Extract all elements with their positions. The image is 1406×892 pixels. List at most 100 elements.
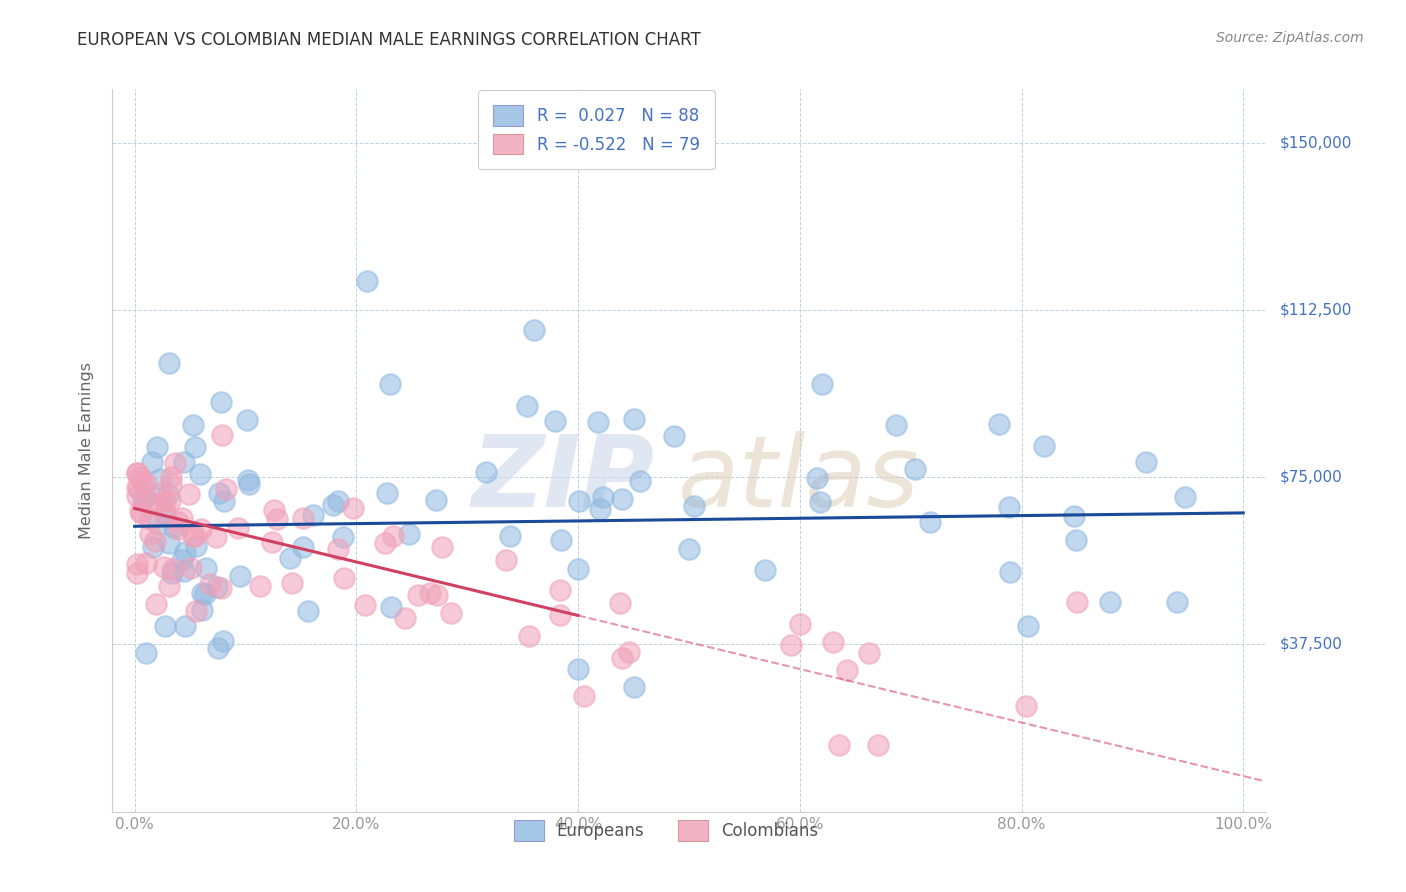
Point: [190, 522, 212, 536]
Point: [149, 472, 172, 486]
Point: [159, 494, 181, 508]
Point: [132, 492, 155, 507]
Point: [208, 486, 231, 500]
Point: [426, 588, 449, 602]
Point: [628, 475, 651, 489]
Point: [249, 579, 271, 593]
Point: [381, 529, 404, 543]
Point: [342, 500, 364, 515]
Point: [548, 582, 571, 597]
Point: [302, 508, 325, 523]
Point: [211, 428, 233, 442]
Point: [138, 527, 160, 541]
Point: [205, 530, 228, 544]
Text: $112,500: $112,500: [1279, 302, 1351, 318]
Point: [174, 618, 197, 632]
Text: ZIP: ZIP: [471, 431, 654, 528]
Point: [157, 356, 180, 370]
Text: $75,000: $75,000: [1279, 470, 1343, 484]
Point: [127, 566, 149, 581]
Point: [135, 646, 157, 660]
Point: [567, 662, 589, 676]
Point: [610, 651, 633, 665]
Point: [131, 475, 153, 490]
Y-axis label: Median Male Earnings: Median Male Earnings: [79, 362, 94, 539]
Point: [623, 412, 645, 426]
Point: [858, 646, 880, 660]
Point: [191, 603, 214, 617]
Point: [322, 498, 344, 512]
Point: [145, 497, 167, 511]
Point: [568, 494, 591, 508]
Point: [548, 607, 571, 622]
Point: [297, 604, 319, 618]
Point: [205, 580, 228, 594]
Point: [398, 527, 420, 541]
Point: [143, 533, 166, 548]
Point: [780, 638, 803, 652]
Point: [326, 542, 349, 557]
Point: [610, 491, 633, 506]
Point: [664, 429, 686, 443]
Point: [789, 617, 811, 632]
Point: [183, 529, 205, 543]
Point: [135, 556, 157, 570]
Point: [988, 417, 1011, 431]
Point: [125, 489, 148, 503]
Point: [194, 561, 217, 575]
Point: [162, 561, 184, 575]
Point: [1166, 595, 1188, 609]
Point: [623, 680, 645, 694]
Point: [516, 399, 538, 413]
Point: [173, 455, 195, 469]
Point: [754, 563, 776, 577]
Point: [172, 553, 194, 567]
Point: [146, 516, 169, 531]
Point: [586, 415, 609, 429]
Point: [550, 533, 572, 547]
Point: [440, 606, 463, 620]
Point: [170, 511, 193, 525]
Point: [281, 575, 304, 590]
Point: [375, 485, 398, 500]
Point: [425, 493, 447, 508]
Point: [186, 539, 208, 553]
Point: [1099, 595, 1122, 609]
Point: [209, 581, 232, 595]
Point: [475, 465, 498, 479]
Point: [1064, 533, 1087, 548]
Point: [1066, 595, 1088, 609]
Point: [1135, 455, 1157, 469]
Point: [184, 441, 207, 455]
Point: [125, 558, 148, 572]
Point: [394, 611, 416, 625]
Point: [1174, 490, 1197, 504]
Point: [173, 564, 195, 578]
Point: [356, 274, 378, 288]
Point: [139, 496, 162, 510]
Point: [544, 414, 567, 428]
Point: [156, 487, 179, 501]
Point: [567, 562, 589, 576]
Point: [997, 500, 1019, 515]
Point: [609, 596, 631, 610]
Point: [419, 585, 441, 599]
Point: [806, 471, 828, 485]
Point: [181, 417, 204, 432]
Point: [160, 566, 183, 580]
Legend: Europeans, Colombians: Europeans, Colombians: [501, 807, 831, 854]
Point: [135, 490, 157, 504]
Point: [380, 599, 402, 614]
Text: $37,500: $37,500: [1279, 637, 1343, 652]
Point: [354, 598, 377, 612]
Point: [212, 493, 235, 508]
Point: [495, 553, 517, 567]
Point: [589, 501, 612, 516]
Point: [127, 467, 149, 481]
Point: [499, 528, 522, 542]
Point: [200, 576, 222, 591]
Point: [523, 323, 546, 337]
Point: [238, 473, 260, 487]
Text: EUROPEAN VS COLOMBIAN MEDIAN MALE EARNINGS CORRELATION CHART: EUROPEAN VS COLOMBIAN MEDIAN MALE EARNIN…: [77, 31, 702, 49]
Point: [207, 641, 229, 656]
